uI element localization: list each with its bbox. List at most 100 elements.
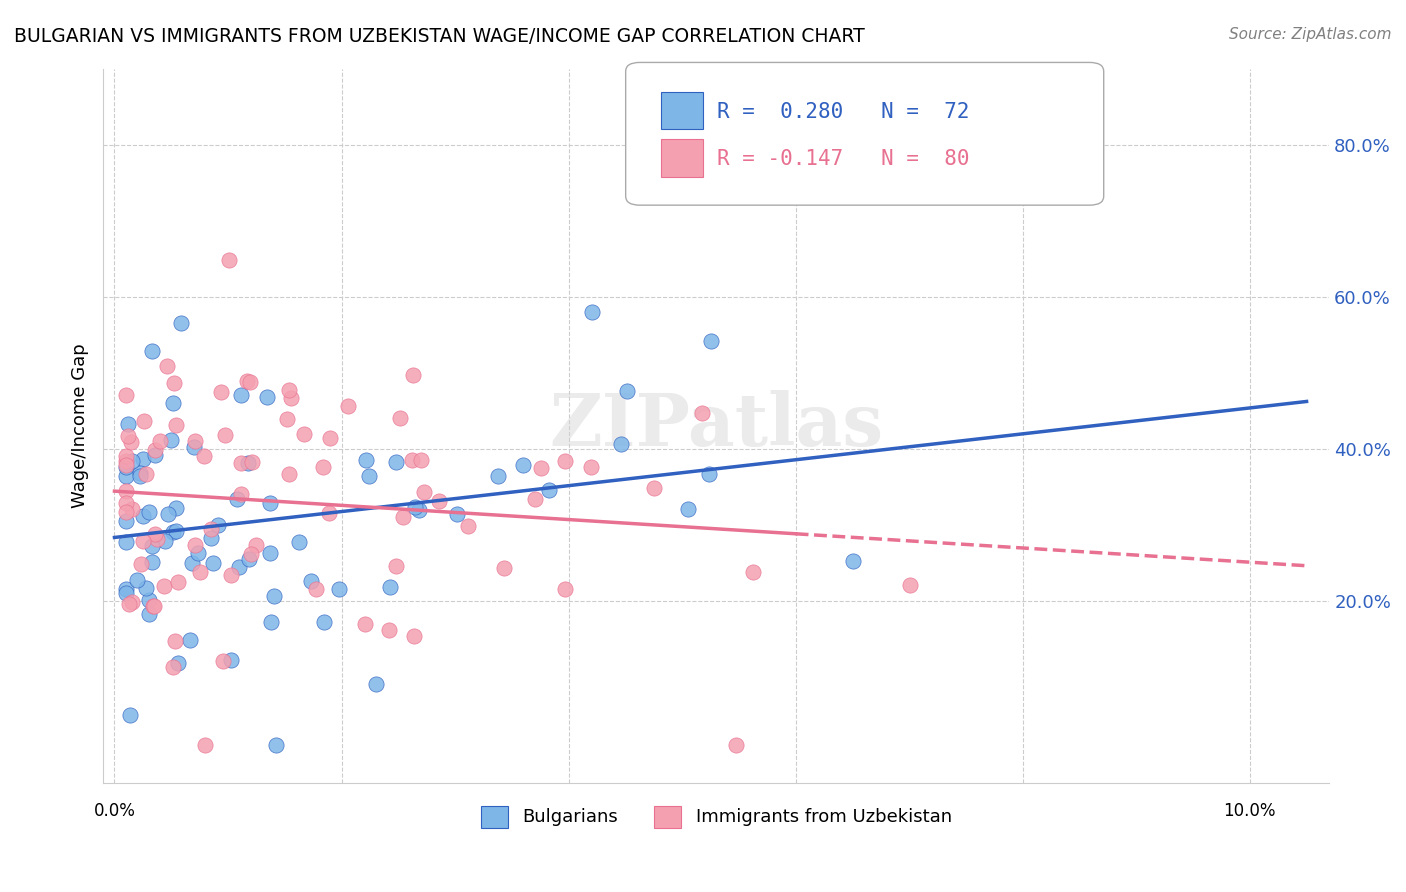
Point [193, 450, 215, 464]
Text: ZIPatlas: ZIPatlas [550, 391, 883, 461]
Point [114, 449, 136, 463]
Point [239, 375, 262, 389]
Point [138, 505, 160, 519]
Point [318, 506, 340, 520]
Point [163, 633, 186, 648]
Point [135, 467, 157, 482]
Point [319, 430, 342, 444]
Point [240, 455, 263, 469]
Point [404, 629, 426, 643]
Point [121, 454, 143, 468]
Point [231, 487, 253, 501]
Point [353, 616, 375, 631]
Point [741, 565, 763, 579]
Point [183, 440, 205, 454]
Point [114, 483, 136, 498]
Point [141, 344, 163, 359]
Point [643, 481, 665, 495]
Point [214, 427, 236, 442]
Point [278, 467, 301, 482]
Point [411, 453, 433, 467]
Text: R = -0.147   N =  80: R = -0.147 N = 80 [717, 149, 970, 169]
Point [299, 574, 322, 588]
Point [898, 577, 921, 591]
Point [114, 585, 136, 599]
Point [231, 388, 253, 402]
Point [179, 632, 201, 647]
Point [385, 455, 408, 469]
Point [264, 738, 287, 752]
Point [245, 537, 267, 551]
Point [202, 556, 225, 570]
Point [114, 454, 136, 468]
Point [236, 374, 259, 388]
Point [401, 452, 423, 467]
Point [228, 560, 250, 574]
Point [141, 556, 163, 570]
Point [311, 459, 333, 474]
Point [226, 492, 249, 507]
Point [413, 484, 436, 499]
Point [129, 468, 152, 483]
Point [143, 448, 166, 462]
Point [218, 253, 240, 268]
Point [141, 539, 163, 553]
Point [357, 468, 380, 483]
Point [512, 458, 534, 472]
Point [155, 533, 177, 548]
Point [554, 582, 576, 597]
Point [305, 582, 328, 596]
Point [129, 557, 152, 571]
Point [678, 502, 700, 516]
Text: 10.0%: 10.0% [1223, 802, 1277, 820]
Point [389, 410, 412, 425]
Y-axis label: Wage/Income Gap: Wage/Income Gap [72, 343, 89, 508]
Point [259, 546, 281, 560]
Point [457, 519, 479, 533]
Point [328, 582, 350, 596]
Point [610, 437, 633, 451]
Point [494, 560, 516, 574]
Point [446, 507, 468, 521]
Point [121, 502, 143, 516]
Point [184, 434, 207, 449]
Point [288, 534, 311, 549]
Point [404, 500, 426, 514]
Point [427, 494, 450, 508]
Point [162, 660, 184, 674]
Point [114, 514, 136, 528]
Point [117, 429, 139, 443]
Point [143, 443, 166, 458]
Point [486, 469, 509, 483]
Point [132, 508, 155, 523]
Point [159, 434, 181, 448]
Point [229, 456, 252, 470]
Point [314, 615, 336, 630]
Point [156, 359, 179, 374]
Point [114, 458, 136, 473]
Point [841, 554, 863, 568]
Point [117, 417, 139, 431]
Point [236, 456, 259, 470]
Point [162, 525, 184, 540]
Point [384, 559, 406, 574]
Point [120, 707, 142, 722]
Legend: Bulgarians, Immigrants from Uzbekistan: Bulgarians, Immigrants from Uzbekistan [474, 798, 959, 835]
Point [146, 533, 169, 547]
Point [356, 452, 378, 467]
Point [165, 524, 187, 538]
Point [616, 384, 638, 398]
Point [162, 376, 184, 390]
Point [402, 368, 425, 383]
Point [184, 538, 207, 552]
Point [142, 599, 165, 613]
Point [530, 461, 553, 475]
Point [142, 599, 165, 613]
Point [277, 383, 299, 397]
Point [162, 396, 184, 410]
Point [114, 496, 136, 510]
Point [392, 509, 415, 524]
Point [167, 574, 190, 589]
Point [114, 582, 136, 596]
Point [170, 316, 193, 330]
